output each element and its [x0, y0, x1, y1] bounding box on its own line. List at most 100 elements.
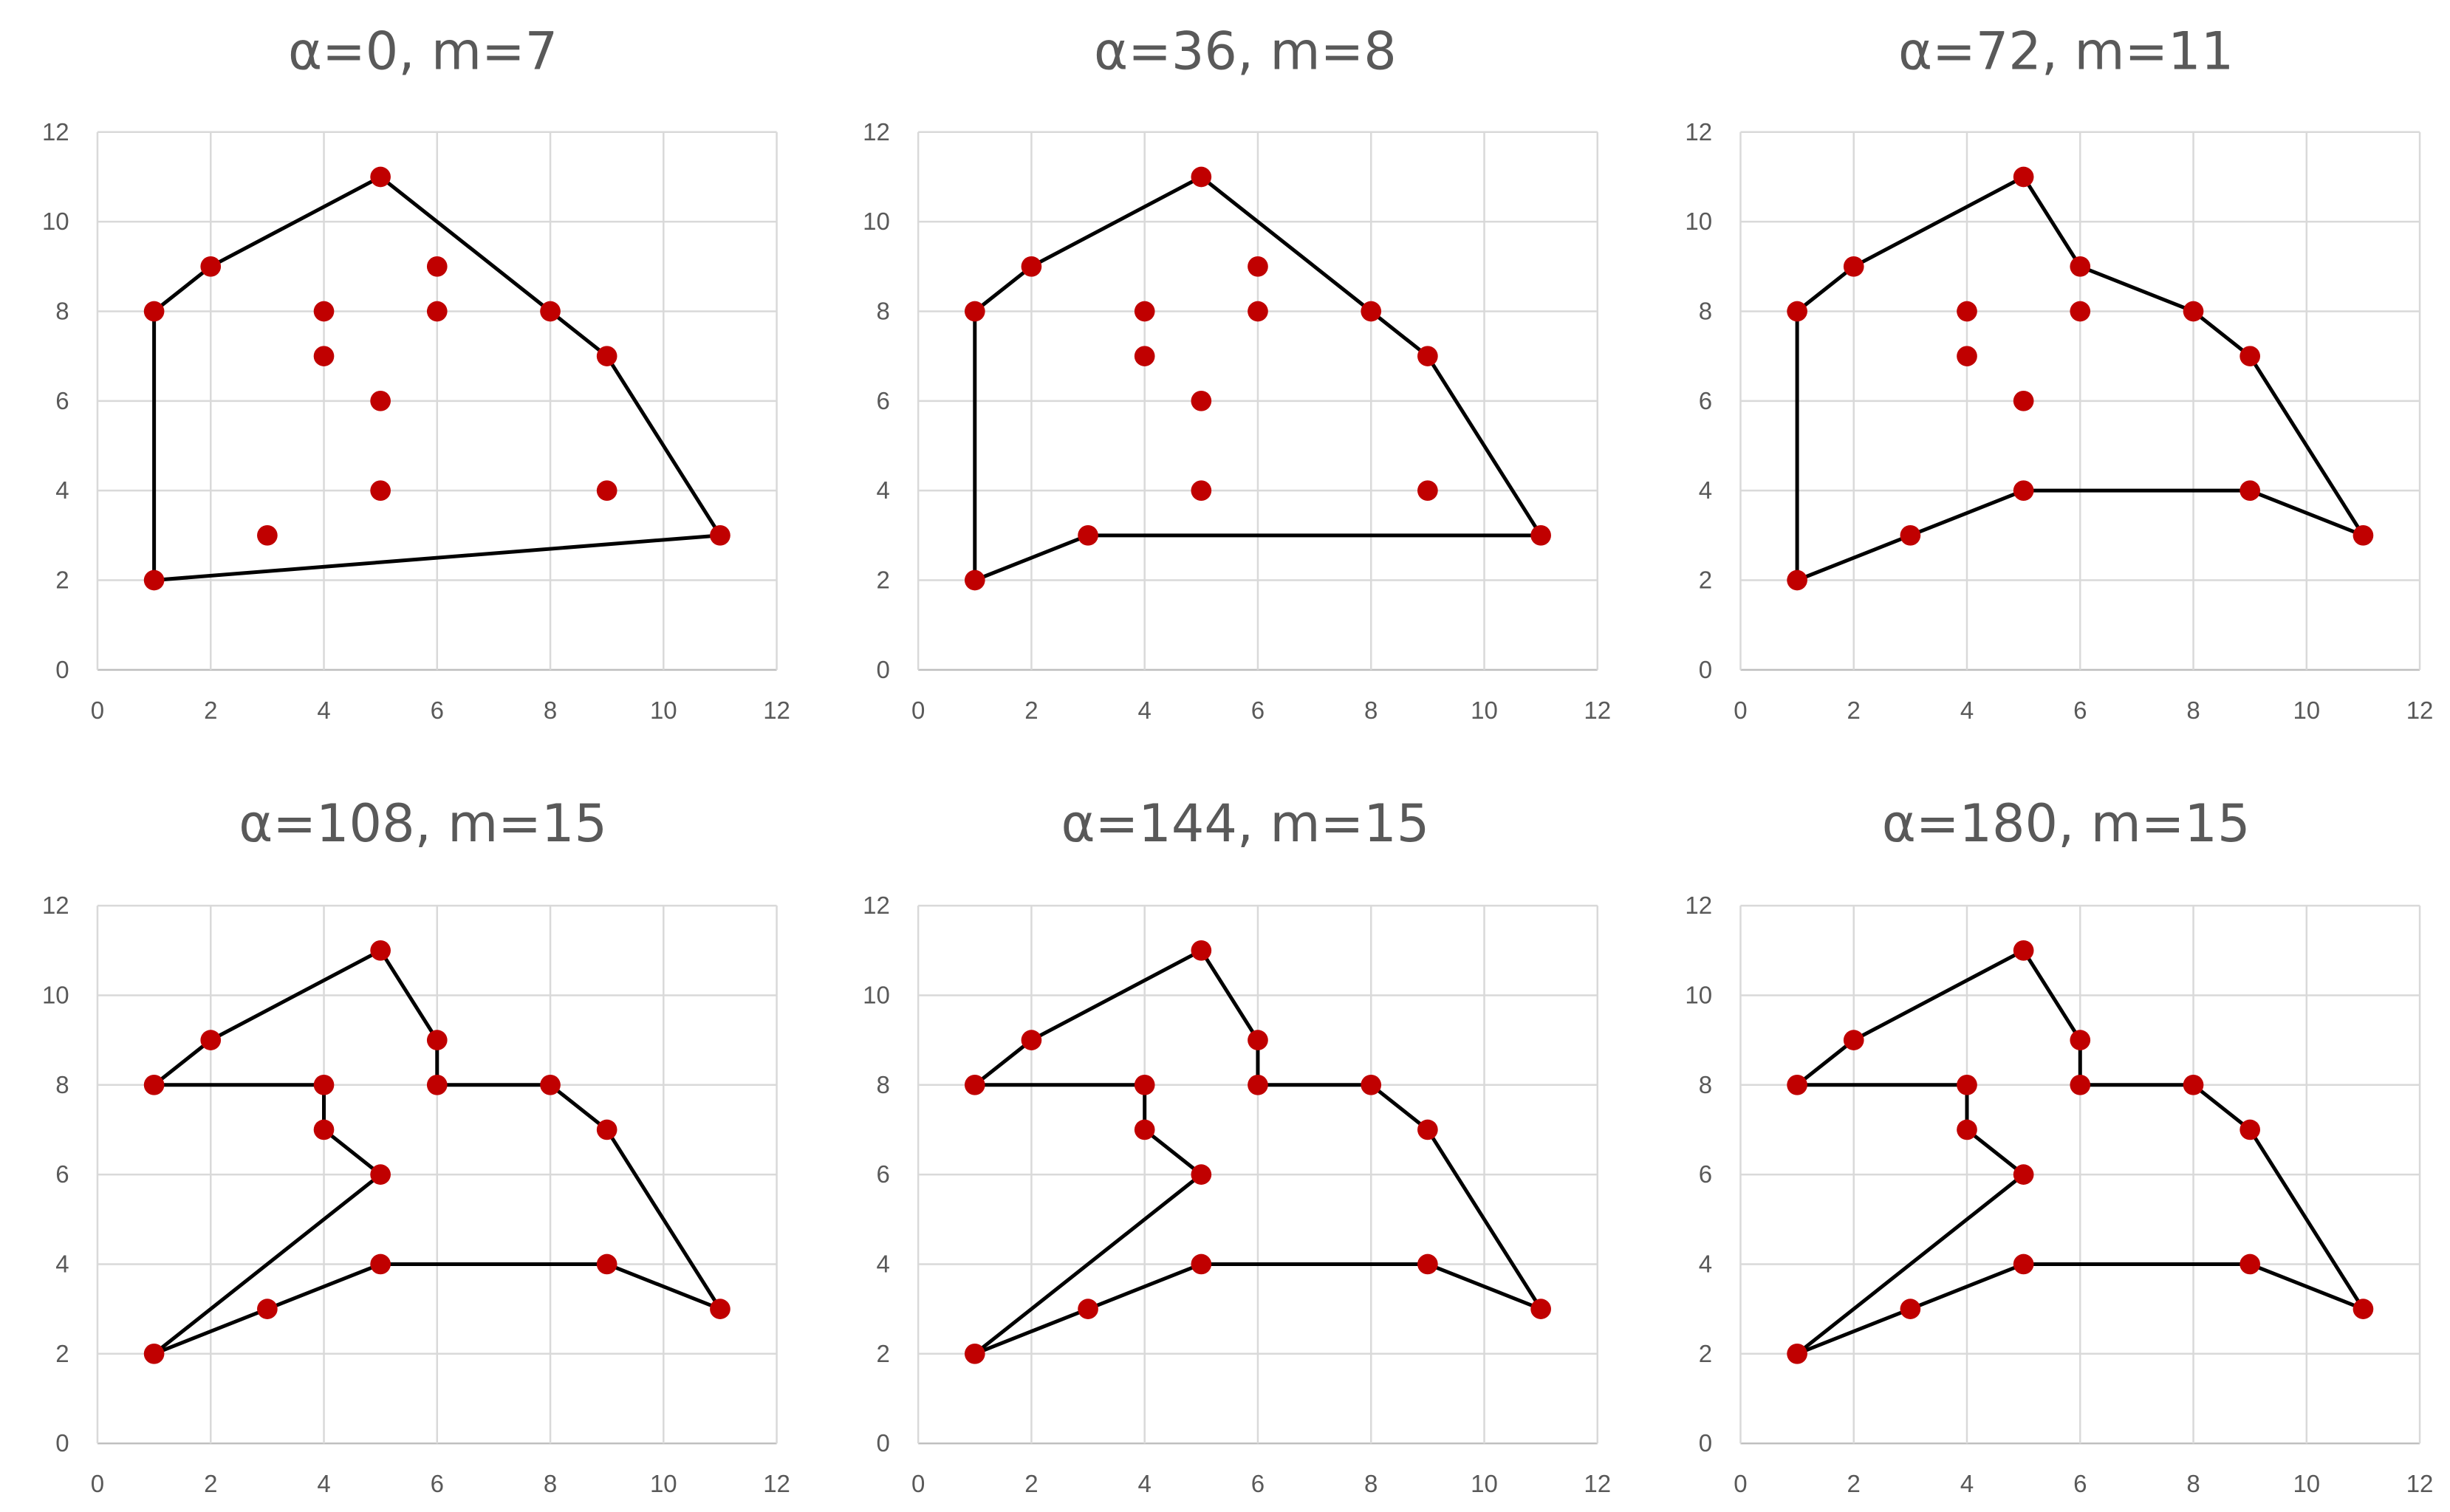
x-tick-label: 10 — [650, 697, 677, 724]
gridlines — [1739, 131, 2421, 671]
gridlines — [1739, 904, 2421, 1445]
data-point — [313, 1074, 335, 1095]
x-tick-label: 4 — [1138, 1470, 1152, 1497]
y-tick-label: 10 — [863, 208, 890, 235]
hull-polygon — [152, 948, 722, 1356]
x-tick-label: 12 — [1584, 697, 1611, 724]
data-point — [2013, 1164, 2034, 1185]
panel-2: α=36, m=8 0 2 4 6 8 10 12 0 2 4 6 8 10 12 — [863, 21, 1611, 724]
x-tick-label: 10 — [650, 1470, 677, 1497]
data-point — [143, 1074, 165, 1095]
data-point — [1078, 524, 1098, 546]
data-point — [1134, 301, 1155, 322]
hull-polygon — [1795, 174, 2365, 582]
data-point — [1361, 301, 1382, 322]
data-points — [143, 166, 730, 591]
data-point — [2239, 346, 2261, 366]
x-tick-label: 2 — [1847, 697, 1861, 724]
hull-edge — [152, 1038, 213, 1087]
y-tick-label: 2 — [876, 566, 889, 593]
data-point — [2013, 390, 2034, 411]
y-tick-label: 6 — [55, 387, 69, 414]
hull-edge — [1086, 1262, 1203, 1311]
data-point — [1191, 390, 1212, 411]
data-point — [370, 1164, 391, 1185]
data-point — [1900, 524, 1921, 546]
data-point — [143, 569, 165, 591]
y-tick-label: 12 — [863, 892, 890, 919]
x-tick-label: 0 — [911, 697, 925, 724]
data-point — [2183, 301, 2204, 322]
x-tick-label: 0 — [91, 697, 104, 724]
y-tick-label: 6 — [1699, 387, 1712, 414]
x-tick-label: 6 — [431, 1470, 444, 1497]
data-point — [1134, 1074, 1155, 1095]
data-point — [1417, 480, 1438, 501]
hull-polygon — [152, 174, 722, 582]
hull-edge — [1965, 1127, 2026, 1177]
hull-edge — [2248, 488, 2365, 538]
data-point — [710, 1299, 730, 1319]
data-point — [1078, 1299, 1098, 1319]
data-point — [370, 1253, 391, 1275]
y-tick-label: 4 — [876, 476, 889, 504]
x-tick-label: 0 — [911, 1470, 925, 1497]
y-tick-label: 4 — [55, 1250, 69, 1277]
hull-edge — [152, 533, 722, 582]
y-tick-label: 8 — [876, 297, 889, 324]
y-tick-label: 4 — [1699, 476, 1712, 504]
data-point — [2013, 480, 2034, 501]
x-tick-label: 12 — [1584, 1470, 1611, 1497]
hull-edge — [2248, 1127, 2365, 1311]
x-tick-label: 2 — [1024, 697, 1038, 724]
x-tick-label: 6 — [2073, 697, 2087, 724]
data-point — [1843, 1030, 1864, 1050]
hull-edge — [1795, 1307, 1912, 1356]
data-point — [257, 1299, 278, 1319]
chart-title: α=72, m=11 — [1898, 21, 2234, 82]
chart-title: α=0, m=7 — [288, 21, 558, 82]
x-tick-label: 10 — [2293, 1470, 2320, 1497]
data-point — [1248, 256, 1268, 277]
data-point — [596, 346, 617, 366]
data-point — [2239, 480, 2261, 501]
data-point — [313, 301, 335, 322]
data-point — [964, 1074, 985, 1095]
y-tick-label: 10 — [1685, 208, 1712, 235]
data-point — [2070, 1030, 2091, 1050]
hull-edge — [973, 1307, 1090, 1356]
data-point — [1417, 1119, 1438, 1140]
x-tick-label: 12 — [2406, 1470, 2434, 1497]
data-points — [1787, 166, 2374, 591]
data-point — [2070, 301, 2091, 322]
hull-edge — [378, 174, 552, 313]
hull-edge — [265, 1262, 383, 1311]
hull-edge — [322, 1127, 383, 1177]
hull-edge — [605, 354, 722, 538]
y-tick-label: 8 — [876, 1071, 889, 1098]
x-tick-label: 12 — [763, 1470, 790, 1497]
x-tick-label: 6 — [2073, 1470, 2087, 1497]
data-point — [1957, 346, 1977, 366]
y-tick-label: 6 — [876, 1160, 889, 1188]
data-point — [2239, 1119, 2261, 1140]
hull-edge — [1199, 174, 1373, 313]
data-point — [1957, 301, 1977, 322]
hull-edge — [548, 1083, 609, 1132]
data-point — [313, 1119, 335, 1140]
hull-edge — [973, 264, 1033, 313]
data-point — [1134, 346, 1155, 366]
y-tick-label: 8 — [55, 297, 69, 324]
hull-edge — [1908, 488, 2026, 538]
y-tick-label: 10 — [42, 208, 69, 235]
x-tick-label: 4 — [1960, 1470, 1974, 1497]
x-tick-label: 8 — [1364, 1470, 1378, 1497]
y-tick-label: 0 — [55, 656, 69, 683]
hull-edge — [1426, 1262, 1543, 1311]
x-tick-label: 8 — [544, 1470, 557, 1497]
y-tick-label: 0 — [876, 656, 889, 683]
data-point — [1191, 166, 1212, 188]
chart-title: α=180, m=15 — [1882, 793, 2251, 854]
chart-title: α=36, m=8 — [1094, 21, 1397, 82]
data-point — [370, 940, 391, 961]
